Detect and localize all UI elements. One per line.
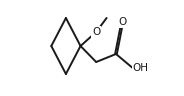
Text: O: O xyxy=(92,27,100,37)
Text: O: O xyxy=(118,17,126,27)
Text: OH: OH xyxy=(133,63,149,73)
